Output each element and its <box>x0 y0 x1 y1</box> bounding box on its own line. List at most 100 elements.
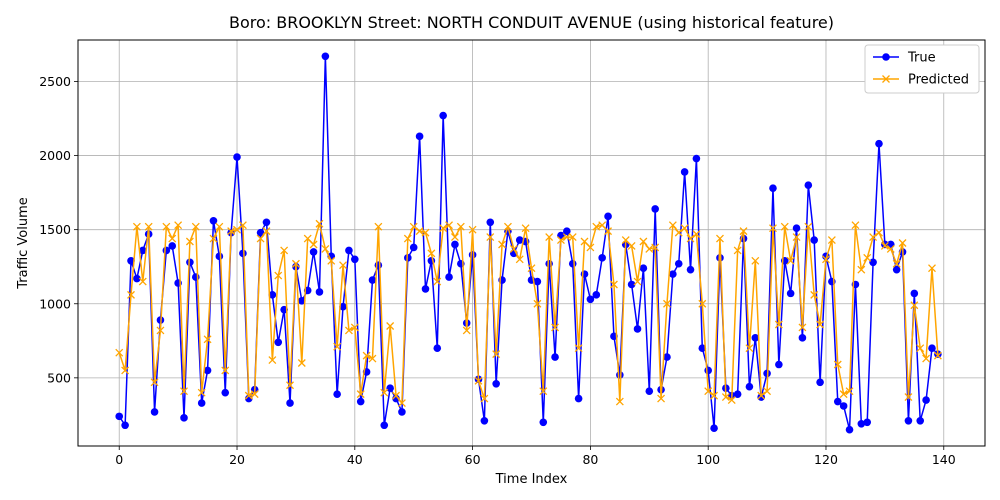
data-point-predicted <box>527 264 536 273</box>
data-point-predicted <box>492 350 501 359</box>
data-point-predicted <box>863 253 872 262</box>
data-point-predicted <box>250 390 259 399</box>
data-point-predicted <box>810 290 819 299</box>
data-point-predicted <box>150 378 159 387</box>
data-point-predicted <box>763 387 772 396</box>
data-point-predicted <box>144 222 153 231</box>
data-point-predicted <box>339 261 347 270</box>
data-point-true <box>598 254 606 262</box>
data-point-true <box>321 52 330 61</box>
data-point-true <box>775 360 783 369</box>
data-point-true <box>651 205 659 213</box>
data-point-predicted <box>115 348 124 357</box>
data-point-predicted <box>498 240 507 249</box>
data-point-true <box>345 246 353 255</box>
data-point-true <box>928 344 936 353</box>
data-point-predicted <box>121 366 130 375</box>
data-point-true <box>839 402 848 410</box>
data-point-predicted <box>651 243 660 252</box>
data-point-predicted <box>539 387 548 396</box>
data-point-predicted <box>415 227 424 236</box>
data-point-true <box>533 277 542 286</box>
data-point-true <box>798 334 807 342</box>
data-point-predicted <box>645 244 654 253</box>
data-point-predicted <box>556 236 565 244</box>
data-point-true <box>386 384 394 393</box>
data-point-predicted <box>592 222 601 231</box>
data-point-predicted <box>727 396 736 405</box>
data-point-predicted <box>757 391 766 400</box>
data-point-true <box>757 393 765 401</box>
data-point-true <box>845 425 854 434</box>
data-point-predicted <box>886 244 895 253</box>
data-point-true <box>421 285 430 293</box>
data-point-predicted <box>291 259 300 268</box>
data-point-predicted <box>286 381 294 390</box>
data-point-true <box>239 249 247 258</box>
data-point-predicted <box>545 233 554 242</box>
data-point-predicted <box>769 224 777 233</box>
data-point-true <box>127 256 135 265</box>
data-point-predicted <box>751 256 760 265</box>
data-point-true <box>804 181 813 190</box>
data-point-true <box>115 412 124 421</box>
data-point-predicted <box>922 354 931 363</box>
data-point-predicted <box>238 221 247 230</box>
data-point-true <box>268 291 277 299</box>
data-point-true <box>704 366 712 375</box>
data-point-predicted <box>197 388 206 397</box>
data-point-true <box>215 252 224 261</box>
data-point-predicted <box>580 237 589 246</box>
data-point-true <box>692 154 701 163</box>
data-point-predicted <box>403 234 412 243</box>
data-point-predicted <box>875 228 883 237</box>
data-point-predicted <box>804 222 813 231</box>
data-point-true <box>922 396 930 404</box>
data-point-predicted <box>356 390 365 399</box>
data-point-true <box>309 248 318 256</box>
data-point-predicted <box>851 221 860 230</box>
data-point-predicted <box>203 335 212 344</box>
data-point-true <box>468 251 477 259</box>
data-point-predicted <box>716 234 724 243</box>
data-point-true <box>150 408 159 416</box>
data-point-predicted <box>180 387 188 396</box>
series-layer <box>115 52 942 434</box>
data-point-predicted <box>386 322 395 330</box>
data-point-predicted <box>439 224 448 233</box>
data-point-predicted <box>244 391 253 400</box>
data-point-predicted <box>227 227 236 236</box>
data-point-true <box>710 424 718 433</box>
data-point-true <box>415 132 424 141</box>
data-point-predicted <box>297 359 306 367</box>
data-point-true <box>639 264 648 272</box>
data-point-predicted <box>621 236 630 244</box>
x-tick-label: 100 <box>696 452 720 467</box>
data-point-predicted <box>633 277 642 286</box>
data-point-predicted <box>827 236 836 244</box>
data-point-true <box>539 418 548 427</box>
data-point-predicted <box>857 265 866 274</box>
data-point-true <box>563 227 571 235</box>
data-point-true <box>480 417 489 425</box>
data-point-predicted <box>916 344 925 353</box>
data-point-predicted <box>309 240 318 249</box>
data-point-true <box>138 246 147 255</box>
data-point-predicted <box>445 221 454 230</box>
data-point-predicted <box>869 233 878 242</box>
data-point-predicted <box>704 387 713 396</box>
data-point-true <box>745 382 754 391</box>
data-point-predicted <box>368 354 377 363</box>
data-point-predicted <box>668 221 677 230</box>
x-tick-label: 120 <box>814 452 838 467</box>
data-point-predicted <box>509 244 518 253</box>
data-point-true <box>374 261 383 270</box>
data-point-predicted <box>639 237 648 246</box>
chart-title: Boro: BROOKLYN Street: NORTH CONDUIT AVE… <box>229 13 834 32</box>
data-point-true <box>339 302 347 311</box>
data-point-true <box>674 259 683 268</box>
data-point-true <box>627 280 636 289</box>
data-point-true <box>209 216 218 225</box>
data-point-true <box>816 378 824 387</box>
data-point-predicted <box>739 227 748 236</box>
